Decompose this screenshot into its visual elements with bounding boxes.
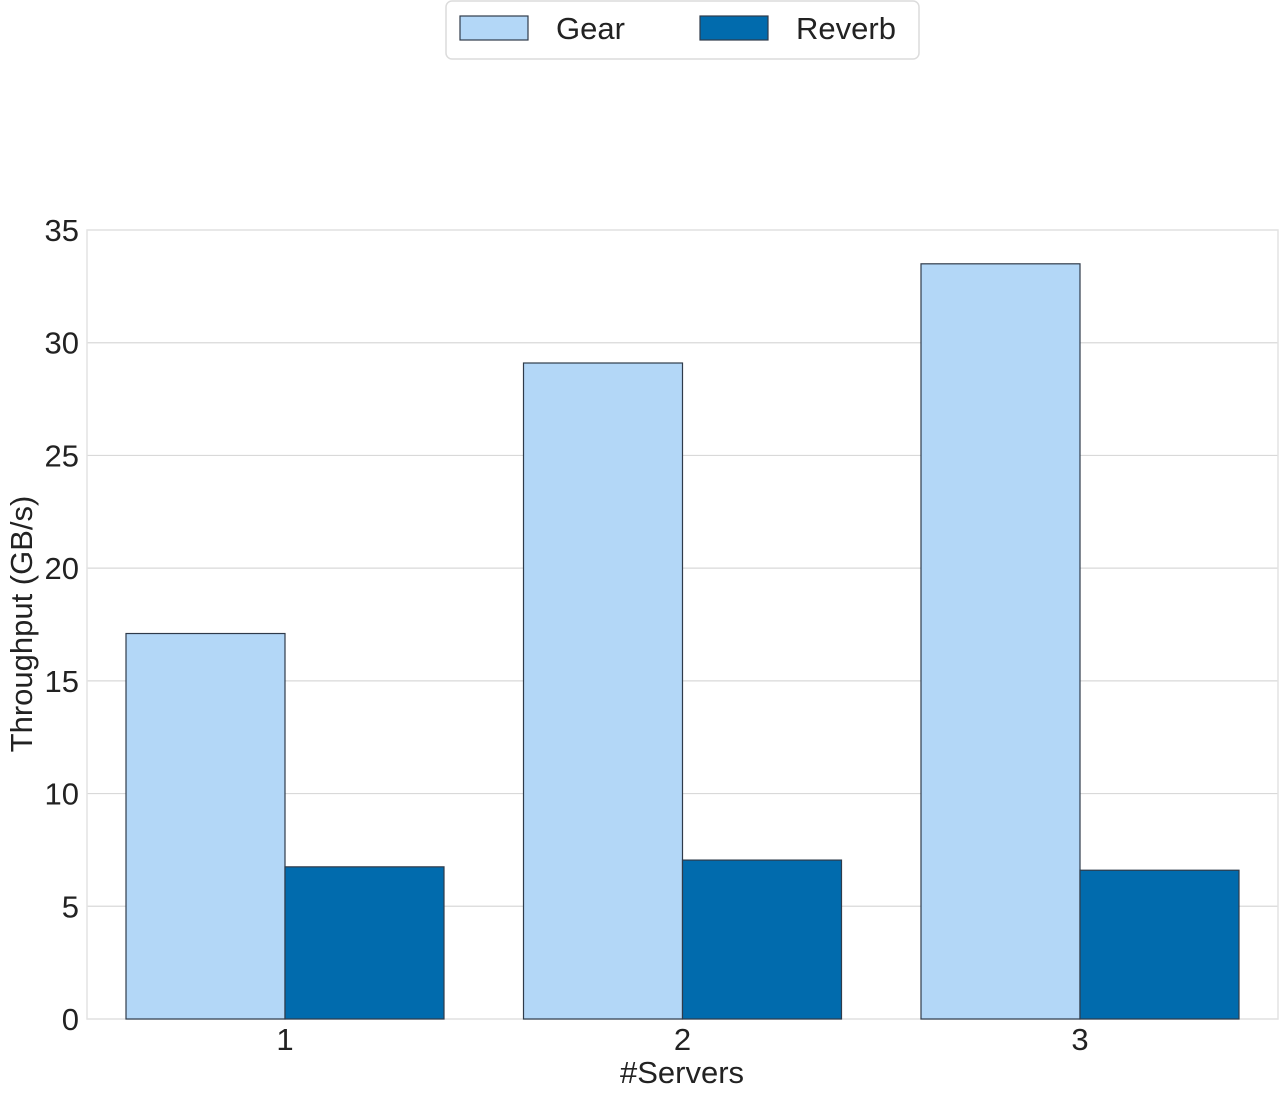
- y-tick-label-25: 25: [45, 438, 79, 473]
- y-tick-label-15: 15: [45, 664, 79, 699]
- x-tick-label-1: 1: [276, 1022, 293, 1057]
- x-axis-ticks: 1 2 3: [276, 1022, 1088, 1057]
- y-tick-label-30: 30: [45, 326, 79, 361]
- legend-box: [445, 0, 920, 60]
- y-axis-title: Throughput (GB/s): [4, 496, 39, 753]
- y-tick-label-10: 10: [45, 777, 79, 812]
- bar-reverb-1: [284, 866, 445, 1020]
- legend-label-gear: Gear: [556, 11, 625, 46]
- legend-swatch-reverb: [699, 15, 769, 41]
- bar-gear-3: [920, 263, 1081, 1020]
- y-tick-label-5: 5: [62, 889, 79, 924]
- legend-swatch-gear: [459, 15, 529, 41]
- bar-reverb-2: [681, 859, 843, 1020]
- y-tick-label-0: 0: [62, 1002, 79, 1037]
- y-tick-label-35: 35: [45, 213, 79, 248]
- bars: [125, 263, 1240, 1020]
- legend: Gear Reverb: [445, 0, 920, 60]
- y-axis-ticks: 0 5 10 15 20 25 30 35: [45, 213, 79, 1037]
- bar-reverb-3: [1079, 869, 1240, 1020]
- bar-gear-1: [125, 632, 286, 1020]
- x-axis-title: #Servers: [620, 1055, 744, 1090]
- x-tick-label-3: 3: [1071, 1022, 1088, 1057]
- legend-label-reverb: Reverb: [796, 11, 896, 46]
- bar-gear-2: [522, 362, 684, 1020]
- y-tick-label-20: 20: [45, 551, 79, 586]
- x-tick-label-2: 2: [674, 1022, 691, 1057]
